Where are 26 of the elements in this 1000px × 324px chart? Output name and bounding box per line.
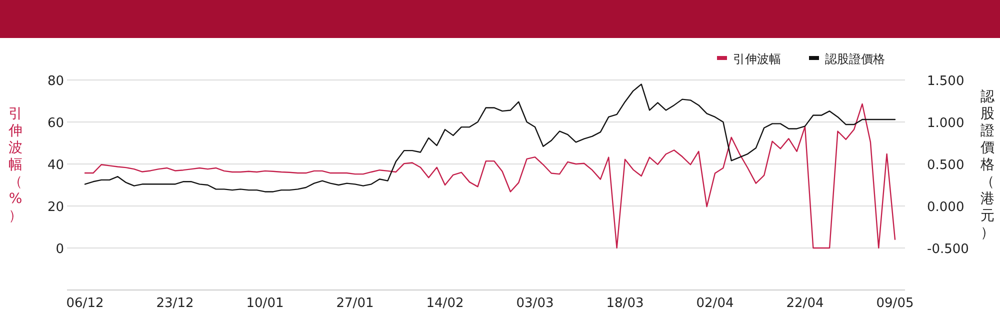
y-tick-label: 40 [47, 158, 64, 173]
y-tick-label: 0 [56, 242, 64, 257]
x-tick-label: 23/12 [156, 296, 194, 311]
x-tick-label: 22/04 [786, 296, 824, 311]
y2-tick-label: 1.500 [927, 74, 964, 89]
x-tick-label: 10/01 [246, 296, 284, 311]
y2-tick-label: 1.000 [927, 116, 964, 131]
x-tick-label: 03/03 [516, 296, 554, 311]
line-series [84, 103, 896, 249]
text: 認股證價格（港元） [980, 89, 994, 241]
x-tick-label: 14/02 [426, 296, 464, 311]
x-tick-label: 02/04 [696, 296, 734, 311]
y-axis-title: 引伸波幅（%） [8, 106, 23, 225]
x-tick-label: 27/01 [336, 296, 374, 311]
y-tick-label: 20 [47, 200, 64, 215]
y2-tick-label: 0.500 [927, 158, 964, 173]
y2-tick-label: 0.000 [927, 200, 964, 215]
x-tick-label: 18/03 [606, 296, 644, 311]
legend-label: 引伸波幅 [733, 52, 781, 66]
line-series [84, 84, 896, 192]
x-tick-label: 09/05 [876, 296, 914, 311]
y2-tick-label: -0.500 [927, 242, 969, 257]
legend-label: 認股證價格 [825, 52, 885, 66]
y-tick-label: 80 [47, 74, 64, 89]
x-tick-label: 06/12 [66, 296, 104, 311]
y-tick-label: 60 [47, 116, 64, 131]
